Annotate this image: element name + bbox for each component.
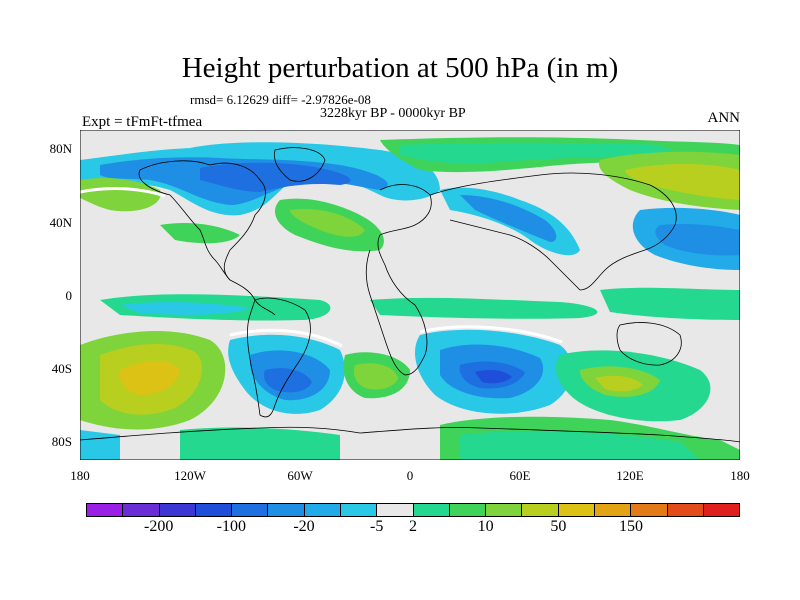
lat-label: 80N (49, 141, 72, 156)
colorbar-swatch (304, 504, 341, 516)
lat-label: 40N (49, 215, 72, 230)
lat-label: 40S (51, 361, 72, 376)
colorbar-label: 50 (550, 518, 567, 535)
colorbar-swatch (486, 504, 523, 516)
experiment-label: Expt = tFmFt-tfmea (82, 114, 203, 130)
colorbar-swatch (340, 504, 378, 516)
colorbar-label: -5 (369, 518, 384, 535)
lon-label: 180 (70, 468, 90, 483)
colorbar-swatch (87, 504, 124, 516)
colorbar-swatch (703, 504, 740, 516)
lon-label: 60E (509, 468, 531, 483)
colorbar-label: -20 (293, 518, 315, 535)
colorbar-swatch (449, 504, 487, 516)
colorbar-label: -100 (216, 518, 246, 535)
height-perturbation-map (80, 130, 740, 460)
colorbar-swatch (159, 504, 196, 516)
lat-label: 80S (51, 434, 72, 449)
lon-label: 180 (730, 468, 750, 483)
colorbar-label: 10 (477, 518, 494, 535)
lon-label: 60W (287, 468, 313, 483)
lon-label: 0 (406, 468, 414, 483)
colorbar-swatch (667, 504, 704, 516)
colorbar-swatch (522, 504, 559, 516)
plot-title: Height perturbation at 500 hPa (in m) (181, 52, 619, 84)
colorbar-swatch (195, 504, 233, 516)
season-label: ANN (707, 110, 741, 126)
coastlines (80, 147, 740, 443)
colorbar-label: -200 (143, 518, 174, 535)
colorbar-swatch (413, 504, 450, 516)
colorbar-label: 2 (409, 518, 417, 535)
colorbar-swatch (123, 504, 160, 516)
colorbar-swatch (594, 504, 632, 516)
lat-label: 0 (65, 288, 73, 303)
colorbar-label: 150 (619, 518, 643, 535)
rmsd-stats: rmsd= 6.12629 diff= -2.97826e-08 (190, 92, 371, 107)
colorbar-swatch (268, 504, 305, 516)
contour-fields (80, 137, 740, 460)
colorbar-swatch (232, 504, 269, 516)
colorbar-swatch (377, 504, 414, 516)
colorbar-swatch (631, 504, 668, 516)
lon-label: 120W (174, 468, 206, 483)
time-period: 3228kyr BP - 0000kyr BP (320, 106, 466, 121)
colorbar (86, 503, 740, 517)
colorbar-swatch (558, 504, 595, 516)
lon-label: 120E (616, 468, 644, 483)
